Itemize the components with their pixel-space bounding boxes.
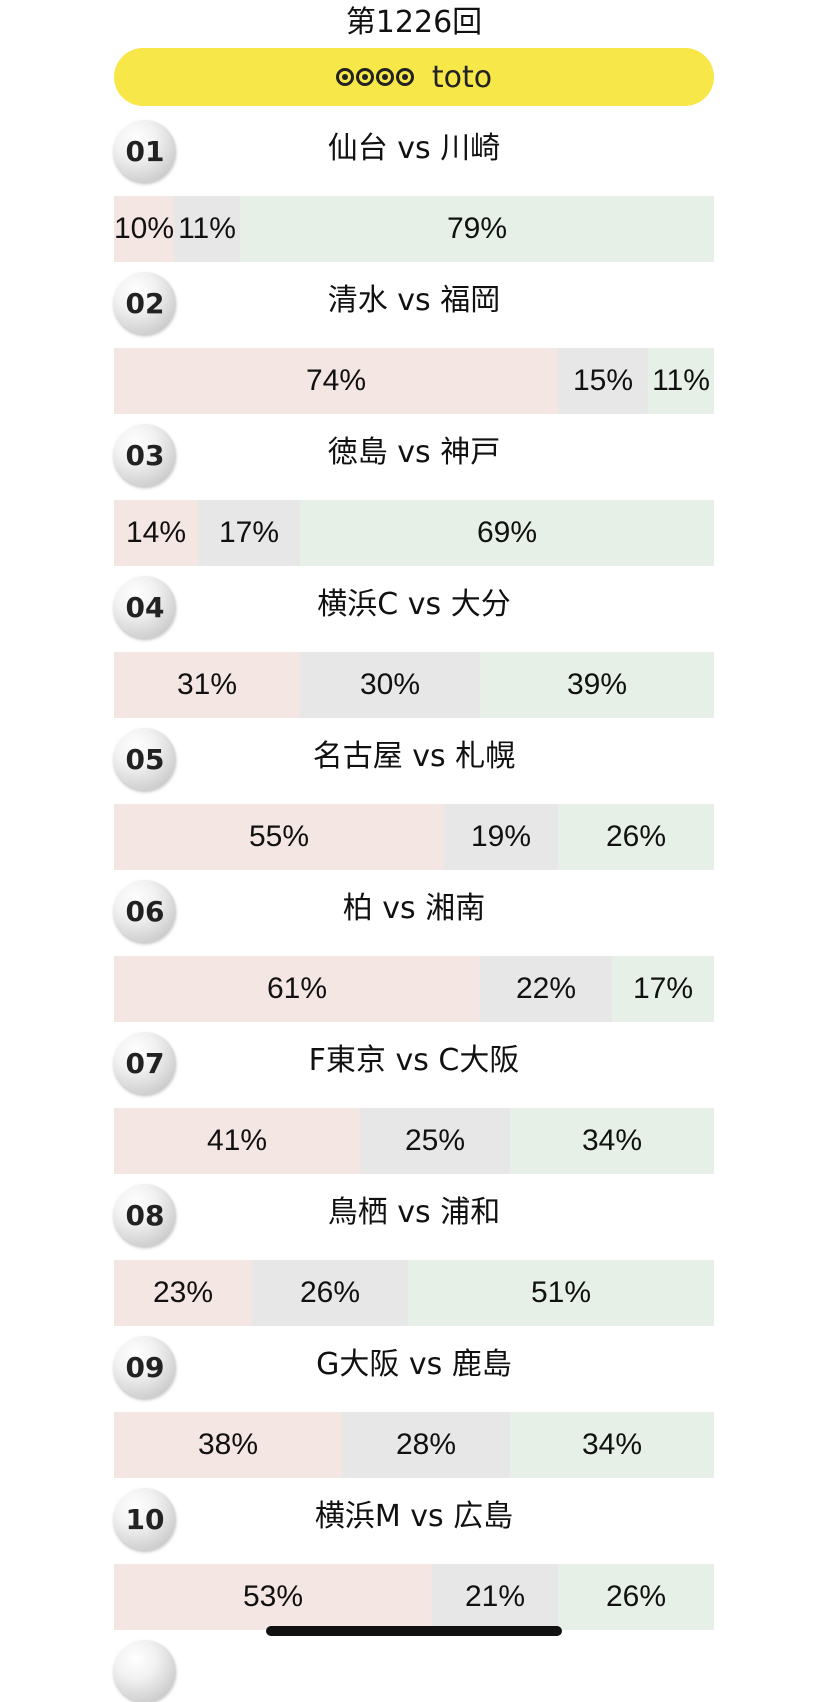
away-win-segment: 17% [612, 956, 714, 1022]
draw-segment: 22% [480, 956, 612, 1022]
match-row[interactable]: 04 横浜C vs 大分 31% 30% 39% [114, 572, 714, 724]
match-title: 徳島 vs 神戸 [327, 435, 501, 470]
home-win-segment: 23% [114, 1260, 252, 1326]
draw-segment: 28% [342, 1412, 510, 1478]
match-header: 06 柏 vs 湘南 [114, 876, 714, 956]
match-number-badge: 04 [114, 576, 176, 638]
match-title: F東京 vs C大阪 [308, 1043, 520, 1078]
draw-segment: 25% [360, 1108, 510, 1174]
match-header: 10 横浜M vs 広島 [114, 1484, 714, 1564]
home-win-segment: 38% [114, 1412, 342, 1478]
match-header: 07 F東京 vs C大阪 [114, 1028, 714, 1108]
match-header: 09 G大阪 vs 鹿島 [114, 1332, 714, 1412]
vote-bar: 14% 17% 69% [114, 500, 714, 566]
away-win-segment: 26% [558, 804, 714, 870]
match-title: 横浜M vs 広島 [314, 1499, 514, 1534]
toto-logo-icon [335, 68, 414, 86]
vote-bar: 38% 28% 34% [114, 1412, 714, 1478]
toto-banner-label: toto [431, 59, 493, 95]
draw-segment: 26% [252, 1260, 408, 1326]
vote-bar: 55% 19% 26% [114, 804, 714, 870]
match-row[interactable]: 08 鳥栖 vs 浦和 23% 26% 51% [114, 1180, 714, 1332]
match-row[interactable]: 09 G大阪 vs 鹿島 38% 28% 34% [114, 1332, 714, 1484]
home-win-segment: 53% [114, 1564, 432, 1630]
away-win-segment: 34% [510, 1108, 714, 1174]
draw-segment: 11% [174, 196, 240, 262]
vote-bar: 41% 25% 34% [114, 1108, 714, 1174]
match-number-badge: 08 [114, 1184, 176, 1246]
vote-bar: 23% 26% 51% [114, 1260, 714, 1326]
draw-segment: 30% [300, 652, 480, 718]
match-row[interactable]: 02 清水 vs 福岡 74% 15% 11% [114, 268, 714, 420]
match-header: 04 横浜C vs 大分 [114, 572, 714, 652]
draw-segment: 15% [558, 348, 648, 414]
match-number-badge-partial [114, 1640, 176, 1702]
match-number-badge: 06 [114, 880, 176, 942]
toto-banner[interactable]: toto [114, 48, 714, 106]
match-number-badge: 05 [114, 728, 176, 790]
match-number-badge: 07 [114, 1032, 176, 1094]
away-win-segment: 79% [240, 196, 714, 262]
away-win-segment: 39% [480, 652, 714, 718]
match-title: 柏 vs 湘南 [342, 891, 486, 926]
match-header: 05 名古屋 vs 札幌 [114, 724, 714, 804]
match-row[interactable]: 07 F東京 vs C大阪 41% 25% 34% [114, 1028, 714, 1180]
home-win-segment: 55% [114, 804, 444, 870]
away-win-segment: 34% [510, 1412, 714, 1478]
match-title: 清水 vs 福岡 [327, 283, 501, 318]
home-win-segment: 61% [114, 956, 480, 1022]
draw-segment: 17% [198, 500, 300, 566]
home-indicator[interactable] [266, 1626, 562, 1636]
vote-bar: 61% 22% 17% [114, 956, 714, 1022]
match-title: 名古屋 vs 札幌 [312, 739, 516, 774]
match-header: 08 鳥栖 vs 浦和 [114, 1180, 714, 1260]
match-row[interactable]: 10 横浜M vs 広島 53% 21% 26% [114, 1484, 714, 1636]
draw-segment: 21% [432, 1564, 558, 1630]
match-row[interactable]: 05 名古屋 vs 札幌 55% 19% 26% [114, 724, 714, 876]
match-header: 03 徳島 vs 神戸 [114, 420, 714, 500]
match-number-badge: 03 [114, 424, 176, 486]
match-header: 02 清水 vs 福岡 [114, 268, 714, 348]
home-win-segment: 31% [114, 652, 300, 718]
away-win-segment: 11% [648, 348, 714, 414]
away-win-segment: 69% [300, 500, 714, 566]
match-title: 鳥栖 vs 浦和 [327, 1195, 501, 1230]
match-number-badge: 02 [114, 272, 176, 334]
home-win-segment: 74% [114, 348, 558, 414]
match-list: 01 仙台 vs 川崎 10% 11% 79% 02 清水 vs 福岡 74% … [114, 116, 714, 1636]
match-number-badge: 01 [114, 120, 176, 182]
home-win-segment: 41% [114, 1108, 360, 1174]
away-win-segment: 26% [558, 1564, 714, 1630]
match-row[interactable]: 06 柏 vs 湘南 61% 22% 17% [114, 876, 714, 1028]
match-number-badge: 09 [114, 1336, 176, 1398]
home-win-segment: 14% [114, 500, 198, 566]
vote-bar: 53% 21% 26% [114, 1564, 714, 1630]
match-number-badge: 10 [114, 1488, 176, 1550]
away-win-segment: 51% [408, 1260, 714, 1326]
match-title: 横浜C vs 大分 [317, 587, 511, 622]
vote-bar: 10% 11% 79% [114, 196, 714, 262]
match-row[interactable]: 03 徳島 vs 神戸 14% 17% 69% [114, 420, 714, 572]
home-win-segment: 10% [114, 196, 174, 262]
vote-bar: 74% 15% 11% [114, 348, 714, 414]
draw-segment: 19% [444, 804, 558, 870]
match-row[interactable]: 01 仙台 vs 川崎 10% 11% 79% [114, 116, 714, 268]
match-title: G大阪 vs 鹿島 [316, 1347, 512, 1382]
vote-bar: 31% 30% 39% [114, 652, 714, 718]
match-title: 仙台 vs 川崎 [327, 131, 501, 166]
match-header: 01 仙台 vs 川崎 [114, 116, 714, 196]
round-title: 第1226回 [345, 5, 483, 40]
